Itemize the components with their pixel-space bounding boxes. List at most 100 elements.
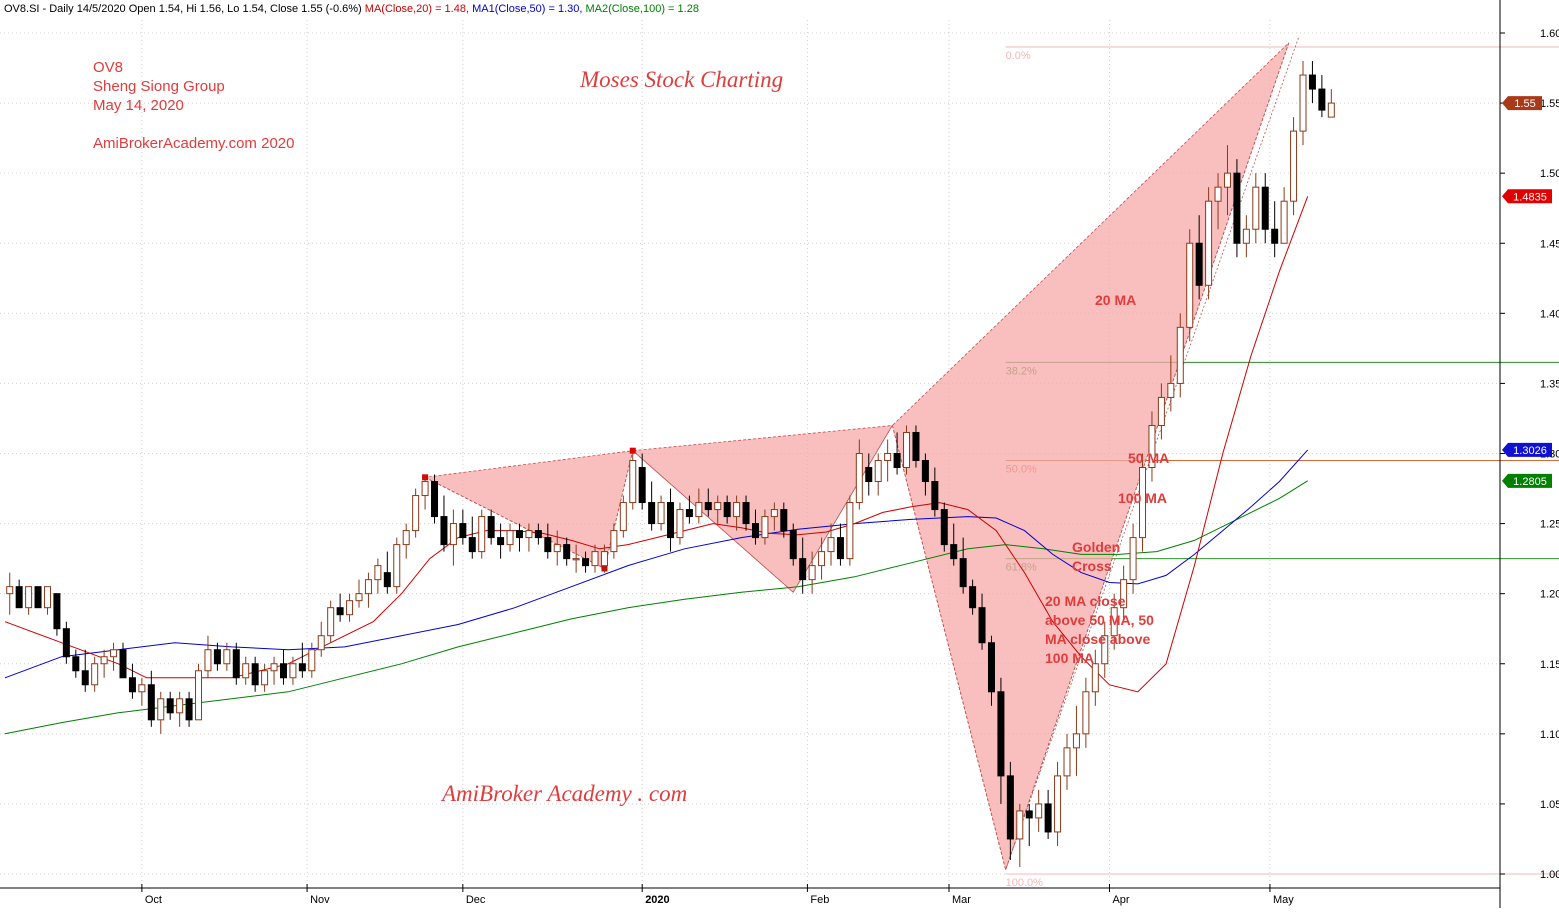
ma100-annotation: 100 MA (1118, 490, 1167, 506)
candle-down (534, 530, 542, 539)
candle-up (553, 544, 561, 553)
candle-down (383, 572, 391, 588)
candle-up (846, 502, 854, 560)
y-tick-label: 1.35 (1540, 378, 1559, 390)
note-line-4: 100 MA (1045, 650, 1094, 666)
candle-up (1091, 663, 1099, 693)
price-badge (1502, 96, 1542, 111)
chart-header: OV8.SI - Daily 14/5/2020 Open 1.54, Hi 1… (4, 3, 699, 15)
candle-down (1308, 74, 1316, 90)
candle-up (261, 670, 269, 686)
candle-down (431, 481, 439, 518)
y-tick-label: 1.55 (1540, 98, 1559, 110)
x-tick-label: Feb (810, 894, 829, 906)
candle-down (912, 431, 920, 462)
candle-up (610, 530, 618, 553)
candle-down (836, 537, 844, 560)
candle-down (1318, 88, 1326, 111)
x-tick-label: Oct (145, 894, 162, 906)
candle-down (1271, 228, 1279, 244)
candle-up (676, 509, 684, 539)
candle-down (931, 481, 939, 511)
moving-averages (4, 196, 1309, 735)
candle-up (1299, 74, 1307, 132)
candle-down (515, 530, 523, 539)
candle-down (166, 698, 174, 714)
watermark-top: Moses Stock Charting (579, 67, 783, 92)
candle-down (232, 649, 240, 679)
candle-up (1082, 691, 1090, 735)
ticker-label: OV8 (93, 59, 123, 76)
candle-down (213, 649, 221, 665)
candle-down (638, 467, 646, 504)
header-ma100: MA2(Close,100) = 1.28 (582, 3, 698, 15)
candle-up (374, 565, 382, 581)
note-line-2: above 50 MA, 50 (1045, 612, 1154, 628)
candle-up (733, 502, 741, 518)
candle-down (799, 558, 807, 581)
y-tick-label: 1.20 (1540, 589, 1559, 601)
candle-up (346, 600, 354, 616)
candle-up (157, 698, 165, 721)
candle-down (147, 684, 155, 721)
candle-up (1063, 747, 1071, 777)
grid-lines (0, 20, 1500, 888)
candle-down (544, 537, 552, 553)
candle-down (128, 677, 136, 693)
note-line-1: 20 MA close (1045, 593, 1126, 609)
site-label: AmiBrokerAcademy.com 2020 (93, 135, 294, 152)
golden-cross-line2: Cross (1072, 558, 1112, 574)
watermark-bottom: AmiBroker Academy . com (440, 781, 687, 806)
pattern-triangle (631, 424, 894, 593)
candle-up (855, 453, 863, 504)
candle-up (308, 649, 316, 672)
fib-percent-label: 100.0% (1006, 877, 1044, 889)
x-tick-label: Apr (1112, 894, 1129, 906)
candle-up (412, 495, 420, 532)
candle-up (1157, 396, 1165, 426)
time-axis: Oct Nov Dec 2020 Feb Mar Apr May (0, 884, 1500, 906)
candle-up (364, 579, 372, 595)
candle-up (1139, 467, 1147, 539)
candle-down (1044, 803, 1052, 833)
candle-up (827, 537, 835, 553)
x-tick-label: Nov (310, 894, 330, 906)
golden-cross-line1: Golden (1072, 539, 1120, 555)
candle-down (1233, 172, 1241, 244)
info-annotation: OV8 Sheng Siong Group May 14, 2020 AmiBr… (93, 59, 294, 152)
ma50-line (4, 449, 1309, 679)
candle-up (195, 670, 203, 721)
candle-up (138, 684, 146, 693)
candle-up (1129, 537, 1137, 581)
y-tick-label: 1.40 (1540, 308, 1559, 320)
price-badge-label: 1.2805 (1513, 476, 1547, 488)
candle-up (903, 431, 911, 469)
y-tick-label: 1.15 (1540, 659, 1559, 671)
candle-down (987, 642, 995, 693)
price-axis: 1.001.051.101.151.201.251.301.351.401.45… (1499, 0, 1559, 908)
candle-up (223, 649, 231, 665)
price-badge (1502, 442, 1552, 457)
price-badge-label: 1.3026 (1513, 445, 1547, 457)
candle-up (600, 551, 608, 567)
candle-down (1025, 810, 1033, 819)
candle-up (1186, 242, 1194, 328)
price-badge (1502, 473, 1552, 488)
candle-down (969, 586, 977, 609)
candle-up (572, 558, 580, 561)
candle-up (506, 530, 514, 546)
candle-up (884, 453, 892, 462)
candle-up (393, 544, 401, 588)
candle-down (704, 502, 712, 511)
candle-up (1101, 635, 1109, 665)
fib-percent-label: 0.0% (1006, 50, 1031, 62)
candle-up (25, 586, 33, 609)
company-label: Sheng Siong Group (93, 78, 225, 95)
price-badges: 1.55 1.4835 1.3026 1.2805 (1502, 96, 1552, 488)
candle-up (1290, 130, 1298, 202)
candle-down (921, 460, 929, 483)
candle-down (459, 523, 467, 539)
candle-down (751, 523, 759, 539)
